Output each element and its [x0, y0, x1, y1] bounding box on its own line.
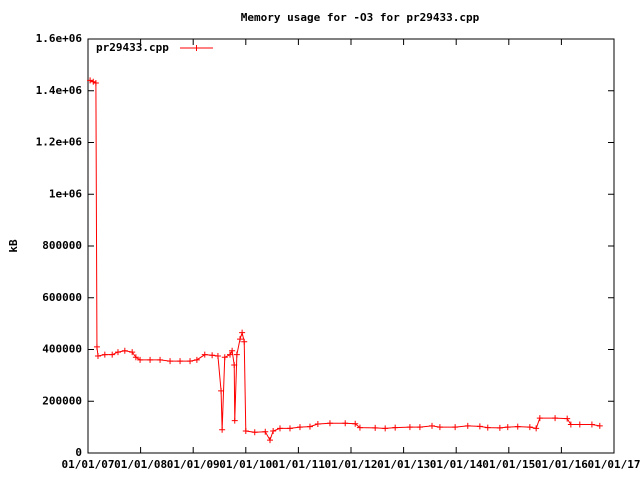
x-tick-label: 01/01/14	[430, 458, 483, 471]
point-marker	[342, 420, 349, 427]
y-tick-label: 1.2e+06	[36, 136, 83, 149]
point-marker	[187, 358, 194, 365]
x-tick-label: 01/01/15	[482, 458, 535, 471]
point-marker	[121, 347, 128, 354]
x-tick-label: 01/01/10	[219, 458, 272, 471]
point-marker	[296, 424, 303, 431]
point-marker	[314, 421, 321, 428]
point-marker	[496, 424, 503, 431]
point-marker	[270, 428, 277, 435]
point-marker	[552, 415, 559, 422]
point-marker	[231, 362, 238, 369]
point-marker	[567, 421, 574, 428]
point-marker	[193, 356, 200, 363]
point-marker	[266, 437, 273, 444]
series-line	[89, 79, 600, 442]
point-marker	[514, 423, 521, 430]
point-marker	[326, 420, 333, 427]
point-marker	[504, 424, 511, 431]
y-tick-label: 600000	[42, 291, 82, 304]
point-marker	[242, 428, 249, 435]
point-marker	[137, 356, 144, 363]
x-tick-label: 01/01/09	[167, 458, 220, 471]
x-tick-label: 01/01/12	[325, 458, 378, 471]
point-marker	[167, 358, 174, 365]
legend-swatch	[180, 45, 213, 51]
point-marker	[372, 424, 379, 431]
y-tick-label: 1.4e+06	[36, 84, 83, 97]
point-marker	[237, 336, 244, 343]
point-marker	[306, 423, 313, 430]
point-marker	[101, 351, 108, 358]
legend-label: pr29433.cpp	[96, 41, 169, 54]
point-marker	[239, 329, 246, 336]
x-tick-label: 01/01/07	[62, 458, 115, 471]
point-marker	[526, 424, 533, 431]
point-marker	[533, 425, 540, 432]
point-marker	[596, 422, 603, 429]
point-marker	[382, 425, 389, 432]
plot-border	[87, 38, 615, 454]
y-tick-label: 1e+06	[49, 187, 82, 200]
point-marker	[416, 424, 423, 431]
point-marker	[262, 428, 269, 435]
y-tick-label: 0	[75, 446, 82, 459]
point-marker	[436, 424, 443, 431]
point-marker	[251, 429, 258, 436]
point-marker	[87, 77, 94, 84]
point-marker	[241, 338, 248, 345]
point-marker	[129, 349, 136, 356]
point-marker	[214, 352, 221, 359]
point-marker	[109, 351, 116, 358]
point-marker	[392, 424, 399, 431]
point-marker	[356, 424, 363, 431]
point-marker	[92, 79, 99, 86]
point-marker	[429, 422, 436, 429]
point-marker	[114, 349, 121, 356]
point-marker	[209, 352, 216, 359]
point-marker	[352, 420, 359, 427]
point-marker	[90, 78, 97, 85]
point-marker	[231, 417, 238, 424]
point-marker	[286, 425, 293, 432]
chart-title: Memory usage for -O3 for pr29433.cpp	[241, 11, 480, 24]
point-marker	[93, 343, 100, 350]
x-tick-label: 01/01/17	[588, 458, 640, 471]
y-tick-label: 800000	[42, 239, 82, 252]
point-marker	[177, 358, 184, 365]
y-tick-label: 400000	[42, 343, 82, 356]
point-marker	[229, 347, 236, 354]
point-marker	[157, 356, 164, 363]
point-marker	[227, 351, 234, 358]
point-marker	[476, 423, 483, 430]
point-marker	[218, 387, 225, 394]
point-marker	[276, 425, 283, 432]
point-marker	[147, 356, 154, 363]
point-marker	[576, 421, 583, 428]
x-tick-label: 01/01/16	[535, 458, 588, 471]
y-tick-label: 1.6e+06	[36, 32, 83, 45]
point-marker	[536, 415, 543, 422]
x-tick-label: 01/01/13	[377, 458, 430, 471]
point-marker	[464, 422, 471, 429]
point-marker	[221, 354, 228, 361]
point-marker	[132, 354, 139, 361]
point-marker	[94, 352, 101, 359]
point-marker	[219, 426, 226, 433]
y-axis-label: kB	[7, 239, 20, 253]
point-marker	[233, 351, 240, 358]
x-tick-label: 01/01/08	[114, 458, 167, 471]
point-marker	[201, 351, 208, 358]
point-marker	[564, 415, 571, 422]
point-marker	[484, 424, 491, 431]
y-tick-label: 200000	[42, 394, 82, 407]
x-tick-label: 01/01/11	[272, 458, 325, 471]
point-marker	[588, 421, 595, 428]
point-marker	[452, 424, 459, 431]
point-marker	[406, 424, 413, 431]
